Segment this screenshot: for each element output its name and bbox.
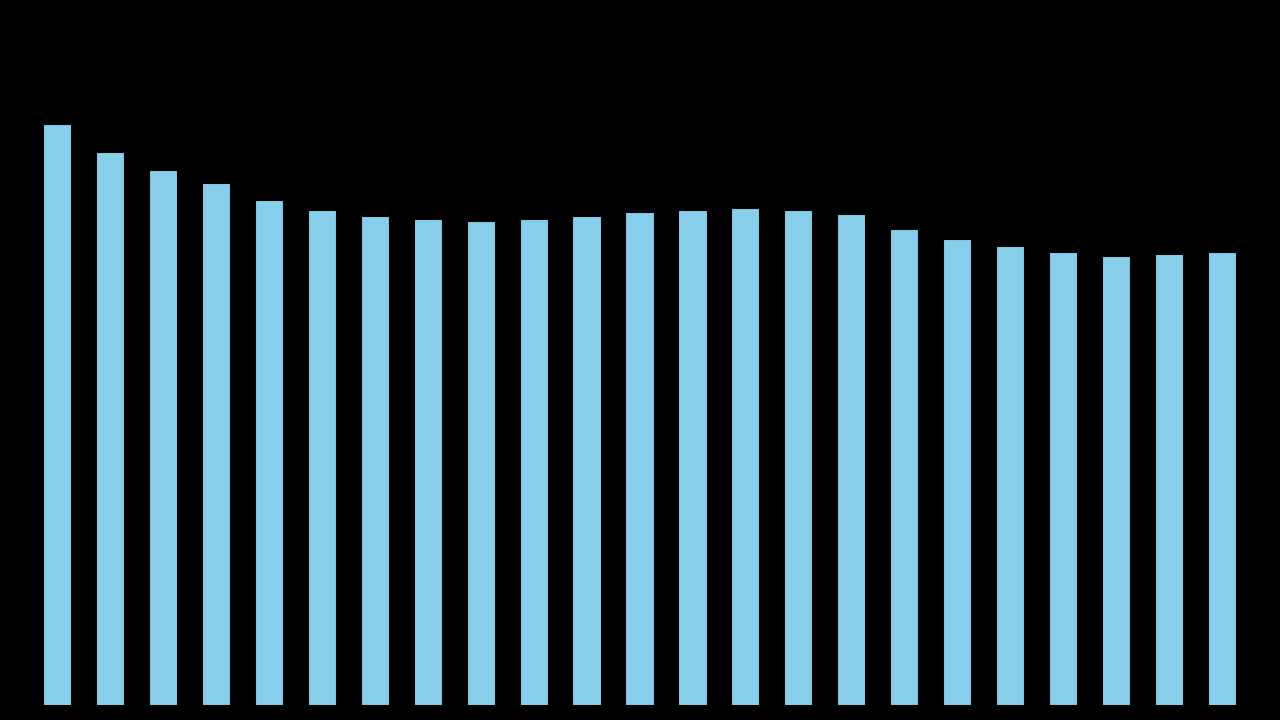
Bar (96, 152, 125, 706)
Bar (307, 210, 337, 706)
Bar (678, 210, 708, 706)
Bar (361, 217, 389, 706)
Bar (837, 215, 867, 706)
Bar (202, 183, 230, 706)
Bar (255, 199, 284, 706)
Bar (996, 246, 1025, 706)
Bar (1050, 252, 1078, 706)
Bar (785, 210, 814, 706)
Bar (520, 219, 549, 706)
Bar (148, 171, 178, 706)
Bar (731, 208, 760, 706)
Bar (891, 229, 919, 706)
Bar (1155, 254, 1184, 706)
Bar (943, 240, 973, 706)
Bar (1102, 256, 1132, 706)
Bar (42, 125, 72, 706)
Bar (1208, 252, 1238, 706)
Bar (626, 212, 654, 706)
Bar (466, 220, 495, 706)
Bar (413, 219, 443, 706)
Bar (572, 217, 602, 706)
